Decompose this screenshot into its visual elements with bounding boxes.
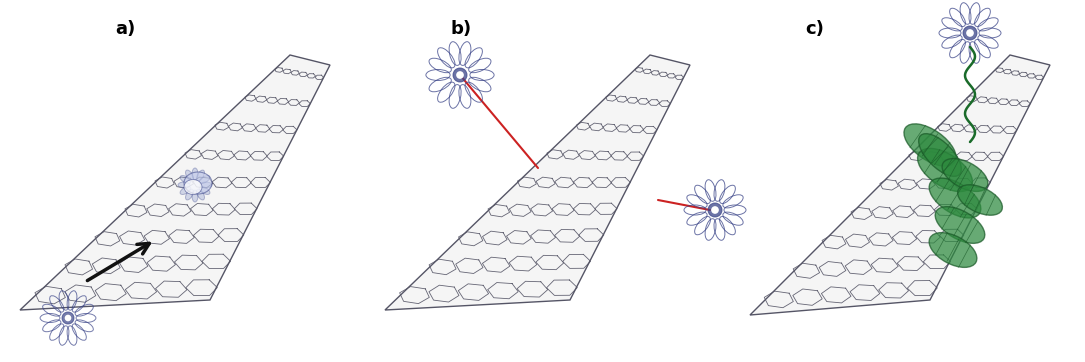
Circle shape: [963, 26, 976, 40]
Text: b): b): [450, 20, 471, 38]
Ellipse shape: [192, 168, 197, 180]
Text: c): c): [805, 20, 824, 38]
Ellipse shape: [184, 180, 202, 194]
Ellipse shape: [958, 185, 1003, 215]
Ellipse shape: [904, 124, 956, 166]
Ellipse shape: [200, 176, 209, 184]
Polygon shape: [750, 55, 1050, 315]
Ellipse shape: [184, 172, 212, 194]
Ellipse shape: [200, 182, 212, 188]
Ellipse shape: [180, 186, 191, 194]
Ellipse shape: [929, 178, 981, 218]
Ellipse shape: [919, 134, 961, 176]
Ellipse shape: [186, 189, 193, 200]
Circle shape: [456, 71, 464, 79]
Circle shape: [65, 315, 72, 321]
Ellipse shape: [180, 176, 191, 184]
Circle shape: [711, 206, 719, 214]
Ellipse shape: [186, 170, 193, 181]
Circle shape: [62, 312, 74, 324]
Circle shape: [966, 29, 974, 37]
Polygon shape: [385, 55, 690, 310]
Ellipse shape: [200, 186, 209, 194]
Ellipse shape: [178, 182, 190, 188]
Ellipse shape: [942, 159, 988, 191]
Polygon shape: [20, 55, 330, 310]
Text: a): a): [115, 20, 136, 38]
Ellipse shape: [196, 189, 204, 200]
Ellipse shape: [935, 207, 985, 243]
Circle shape: [709, 203, 722, 217]
Ellipse shape: [918, 148, 972, 191]
Ellipse shape: [192, 190, 197, 202]
Ellipse shape: [196, 170, 204, 181]
Circle shape: [454, 68, 467, 82]
Ellipse shape: [929, 233, 976, 268]
